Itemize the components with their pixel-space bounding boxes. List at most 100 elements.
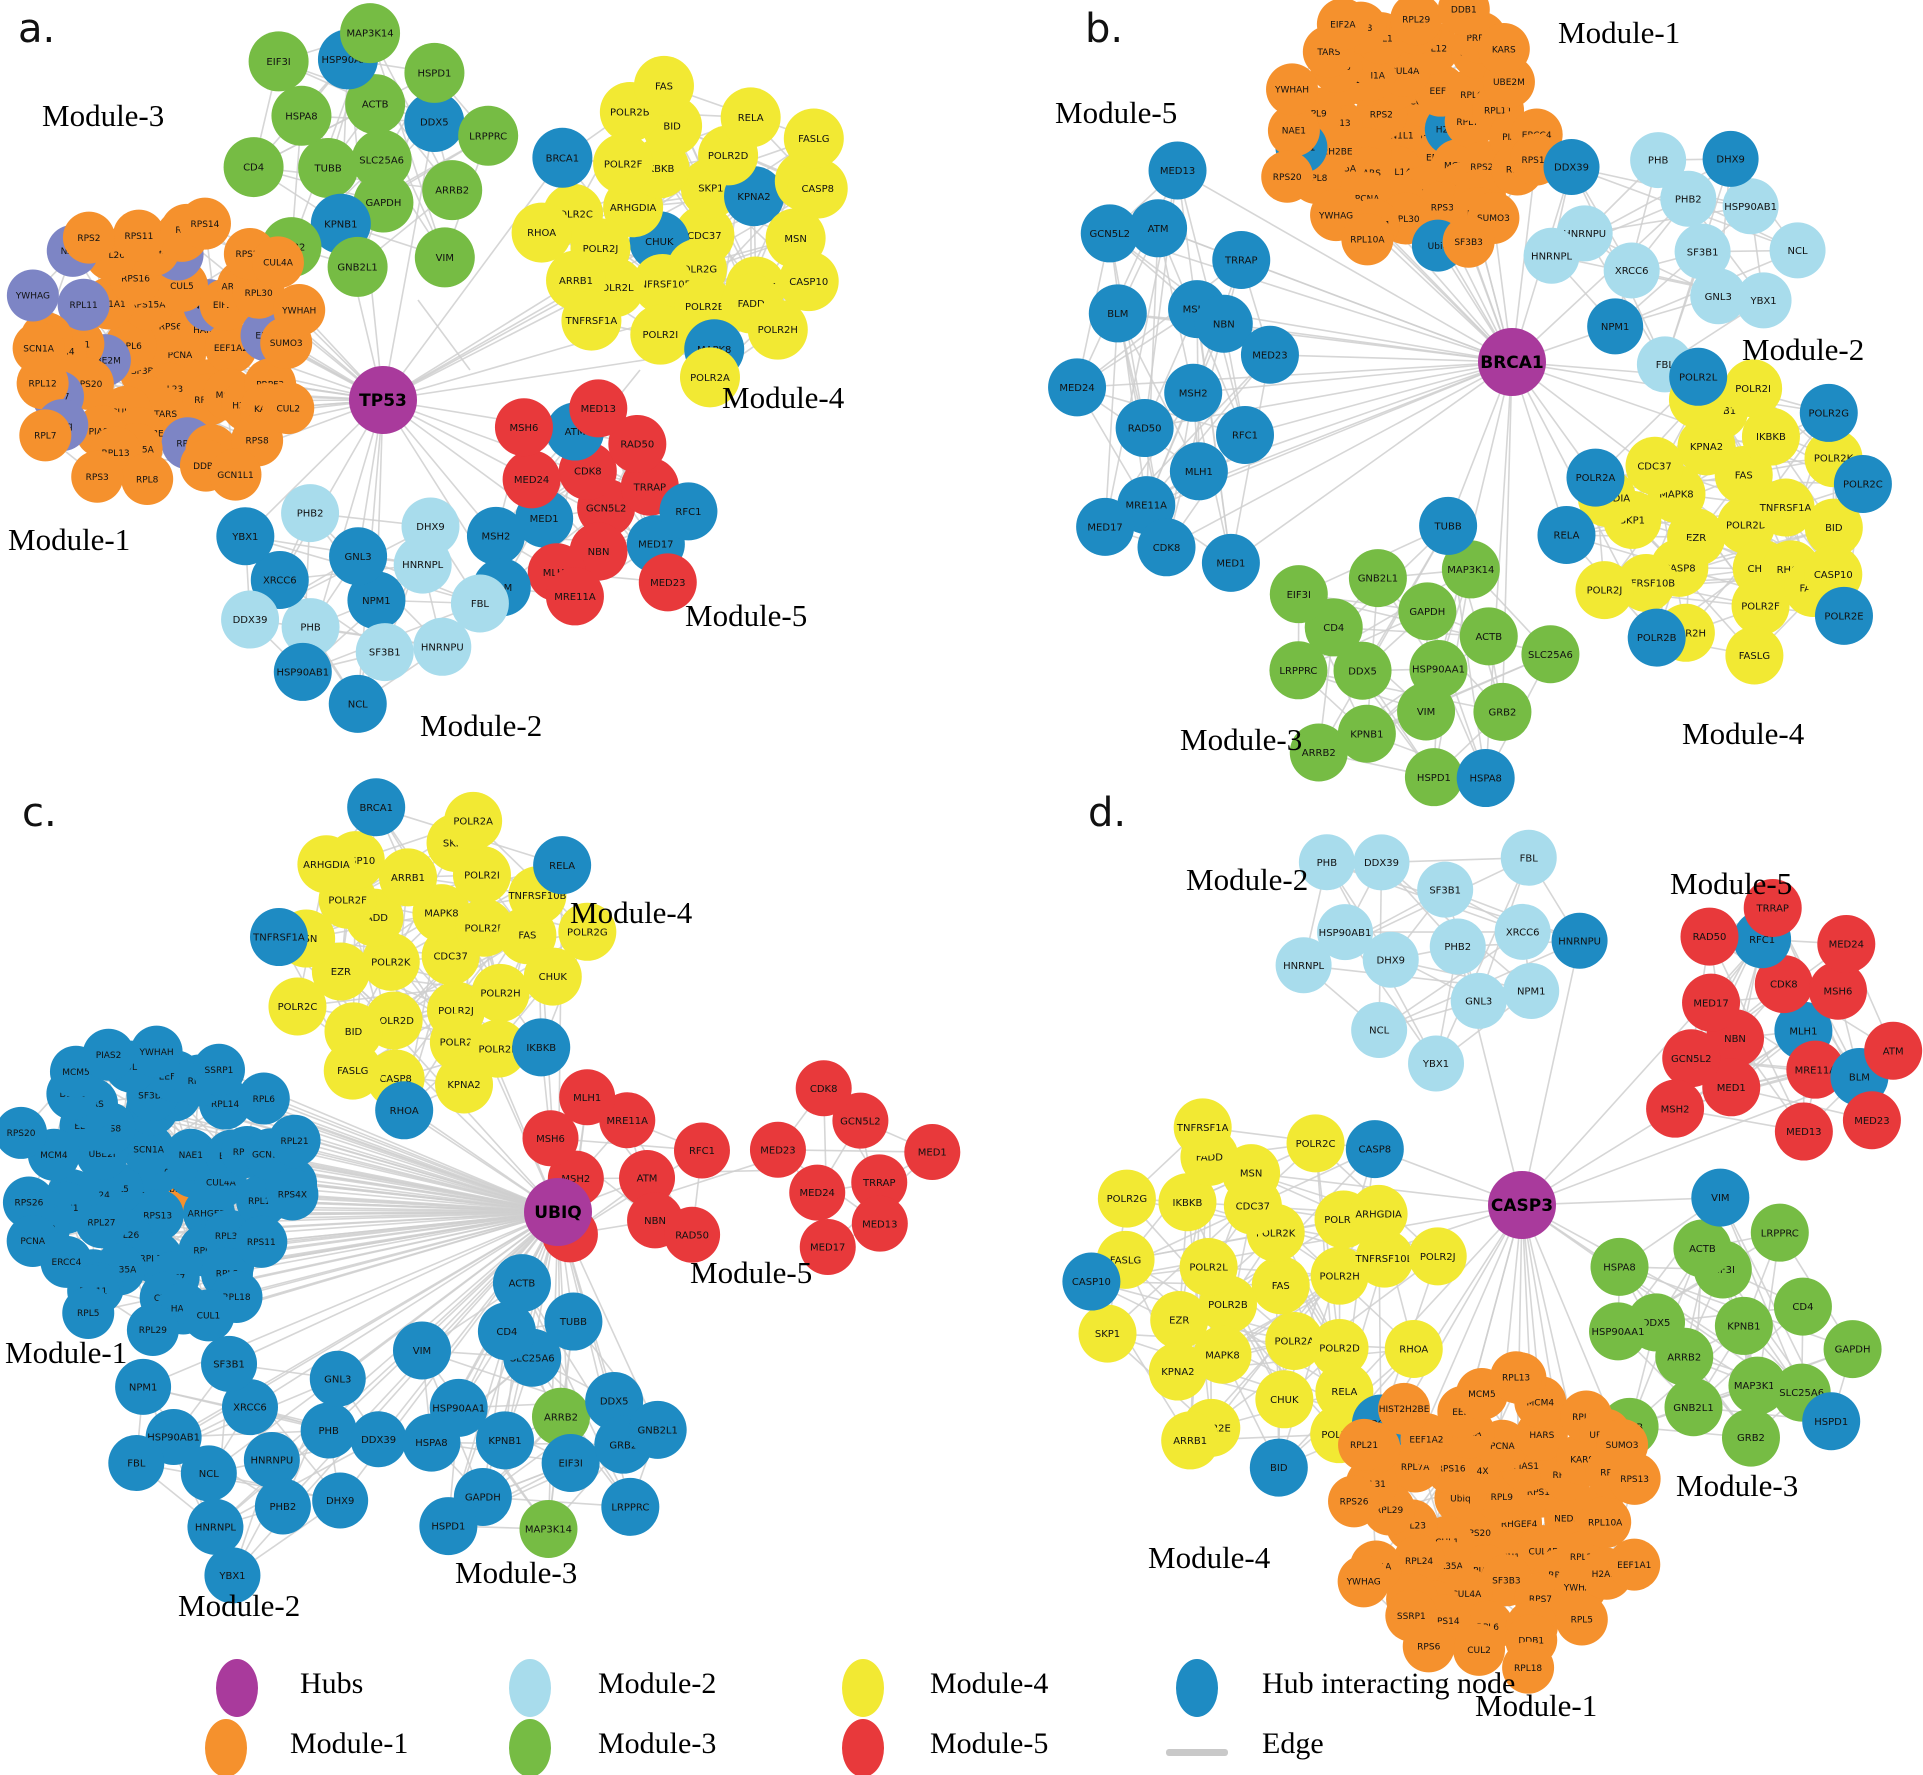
node-MAP3K14[interactable]: MAP3K14 xyxy=(519,1499,578,1558)
node-MAP3K14[interactable]: MAP3K14 xyxy=(340,3,401,64)
node-RPS26[interactable]: RPS26 xyxy=(2,1176,55,1229)
node-MSH2[interactable]: MSH2 xyxy=(1164,363,1223,422)
node-HSPD1[interactable]: HSPD1 xyxy=(404,42,465,103)
node-MLH1[interactable]: MLH1 xyxy=(1169,442,1228,501)
node-FBL[interactable]: FBL xyxy=(108,1435,165,1492)
node-NPM1[interactable]: NPM1 xyxy=(115,1358,172,1415)
node-RPS6[interactable]: RPS6 xyxy=(1402,1620,1455,1673)
node-FASLG[interactable]: FASLG xyxy=(323,1041,382,1100)
node-ARRB1[interactable]: ARRB1 xyxy=(1161,1411,1220,1470)
node-TNFRSF1A[interactable]: TNFRSF1A xyxy=(561,290,622,351)
node-ARRB2[interactable]: ARRB2 xyxy=(531,1387,590,1446)
node-BID[interactable]: BID xyxy=(1804,498,1863,557)
node-IKBKB[interactable]: IKBKB xyxy=(1741,407,1800,466)
node-BID[interactable]: BID xyxy=(1249,1438,1308,1497)
node-DDX39[interactable]: DDX39 xyxy=(1543,139,1600,196)
node-CUL2[interactable]: CUL2 xyxy=(1453,1623,1506,1676)
node-NCL[interactable]: NCL xyxy=(180,1445,237,1502)
node-HSP90AB1[interactable]: HSP90AB1 xyxy=(1722,178,1779,235)
node-RELA[interactable]: RELA xyxy=(720,87,781,148)
node-ARRB2[interactable]: ARRB2 xyxy=(1289,723,1348,782)
node-SCN1A[interactable]: SCN1A xyxy=(12,322,65,375)
node-ATM[interactable]: ATM xyxy=(619,1150,676,1207)
node-CASP8[interactable]: CASP8 xyxy=(787,158,848,219)
node-MED17[interactable]: MED17 xyxy=(1682,973,1741,1032)
node-MAP3K14[interactable]: MAP3K14 xyxy=(1728,1356,1787,1415)
node-MED23[interactable]: MED23 xyxy=(1842,1091,1901,1150)
node-POLR2A[interactable]: POLR2A xyxy=(1265,1311,1324,1370)
node-IKBKB[interactable]: IKBKB xyxy=(1158,1173,1217,1232)
node-RPS11[interactable]: RPS11 xyxy=(112,209,165,262)
node-GCN1L1[interactable]: GCN1L1 xyxy=(209,448,262,501)
node-DDX5[interactable]: DDX5 xyxy=(1333,641,1392,700)
node-SUMO3[interactable]: SUMO3 xyxy=(1596,1418,1649,1471)
node-SF3B1[interactable]: SF3B1 xyxy=(355,623,414,682)
node-GNL3[interactable]: GNL3 xyxy=(1450,972,1507,1029)
node-MED24[interactable]: MED24 xyxy=(789,1164,846,1221)
node-PHB[interactable]: PHB xyxy=(281,598,340,657)
node-POLR2G[interactable]: POLR2G xyxy=(558,902,617,961)
node-POLR2E[interactable]: POLR2E xyxy=(1814,586,1873,645)
node-MSH2[interactable]: MSH2 xyxy=(466,506,525,565)
node-FASLG[interactable]: FASLG xyxy=(783,108,844,169)
node-NPM1[interactable]: NPM1 xyxy=(1503,962,1560,1019)
node-POLR2C[interactable]: POLR2C xyxy=(1286,1114,1345,1173)
node-NPM1[interactable]: NPM1 xyxy=(347,571,406,630)
node-RPL11[interactable]: RPL11 xyxy=(57,278,110,331)
node-YBX1[interactable]: YBX1 xyxy=(1408,1035,1465,1092)
node-YWHAG[interactable]: YWHAG xyxy=(1337,1555,1390,1608)
node-PHB[interactable]: PHB xyxy=(1298,834,1355,891)
node-NCL[interactable]: NCL xyxy=(1769,222,1826,279)
node-RPL6[interactable]: RPL6 xyxy=(237,1072,290,1125)
node-ARHGDIA[interactable]: ARHGDIA xyxy=(1349,1184,1408,1243)
node-RHOA[interactable]: RHOA xyxy=(511,202,572,263)
node-RHOA[interactable]: RHOA xyxy=(1384,1320,1443,1379)
node-POLR2L[interactable]: POLR2L xyxy=(1669,347,1728,406)
node-HSPD1[interactable]: HSPD1 xyxy=(1404,748,1463,807)
node-PIAS2[interactable]: PIAS2 xyxy=(82,1028,135,1081)
node-RPL8[interactable]: RPL8 xyxy=(121,453,174,506)
node-FBL[interactable]: FBL xyxy=(450,574,509,633)
node-HNRNPU[interactable]: HNRNPU xyxy=(243,1431,300,1488)
node-RPS14[interactable]: RPS14 xyxy=(178,197,231,250)
node-RPS20[interactable]: RPS20 xyxy=(0,1106,48,1159)
node-HNRNPL[interactable]: HNRNPL xyxy=(1275,937,1332,994)
node-DDX39[interactable]: DDX39 xyxy=(221,590,280,649)
node-VIM[interactable]: VIM xyxy=(414,227,475,288)
node-CD4[interactable]: CD4 xyxy=(477,1302,536,1361)
node-POLR2A[interactable]: POLR2A xyxy=(1566,448,1625,507)
node-GNB2L1[interactable]: GNB2L1 xyxy=(1348,549,1407,608)
node-HSP90AB1[interactable]: HSP90AB1 xyxy=(1317,904,1374,961)
node-MAP3K14[interactable]: MAP3K14 xyxy=(1441,540,1500,599)
node-MAPK8[interactable]: MAPK8 xyxy=(1193,1325,1252,1384)
node-GNL3[interactable]: GNL3 xyxy=(1690,268,1747,325)
node-EIF3I[interactable]: EIF3I xyxy=(1269,565,1328,624)
node-GCN5L2[interactable]: GCN5L2 xyxy=(832,1092,889,1149)
node-BLM[interactable]: BLM xyxy=(1088,284,1147,343)
node-POLR2C[interactable]: POLR2C xyxy=(268,977,327,1036)
node-HSPD1[interactable]: HSPD1 xyxy=(1802,1392,1861,1451)
node-POLR2H[interactable]: POLR2H xyxy=(471,963,530,1022)
node-POLR2H[interactable]: POLR2H xyxy=(1310,1246,1369,1305)
node-NAE1[interactable]: NAE1 xyxy=(1267,104,1320,157)
node-TNFRSF10B[interactable]: TNFRSF10B xyxy=(1355,1229,1414,1288)
node-NBN[interactable]: NBN xyxy=(1194,294,1253,353)
node-RPS20[interactable]: RPS20 xyxy=(1261,150,1314,203)
node-LRPPRC[interactable]: LRPPRC xyxy=(601,1477,660,1536)
node-CASP10[interactable]: CASP10 xyxy=(1062,1252,1121,1311)
node-YWHAH[interactable]: YWHAH xyxy=(130,1025,183,1078)
node-PHB2[interactable]: PHB2 xyxy=(1429,918,1486,975)
node-HSPA8[interactable]: HSPA8 xyxy=(402,1413,461,1472)
node-YBX1[interactable]: YBX1 xyxy=(204,1547,261,1604)
hub-BRCA1[interactable]: BRCA1 xyxy=(1478,328,1546,396)
node-VIM[interactable]: VIM xyxy=(392,1321,451,1380)
node-POLR2H[interactable]: POLR2H xyxy=(747,299,808,360)
node-EZR[interactable]: EZR xyxy=(1150,1290,1209,1349)
node-DDX5[interactable]: DDX5 xyxy=(585,1371,644,1430)
node-ACTB[interactable]: ACTB xyxy=(492,1254,551,1313)
node-DDB1[interactable]: DDB1 xyxy=(1437,0,1490,36)
node-DDX39[interactable]: DDX39 xyxy=(1353,834,1410,891)
node-DDX39[interactable]: DDX39 xyxy=(350,1411,407,1468)
node-MSH6[interactable]: MSH6 xyxy=(1808,961,1867,1020)
node-HSP90AB1[interactable]: HSP90AB1 xyxy=(273,642,332,701)
